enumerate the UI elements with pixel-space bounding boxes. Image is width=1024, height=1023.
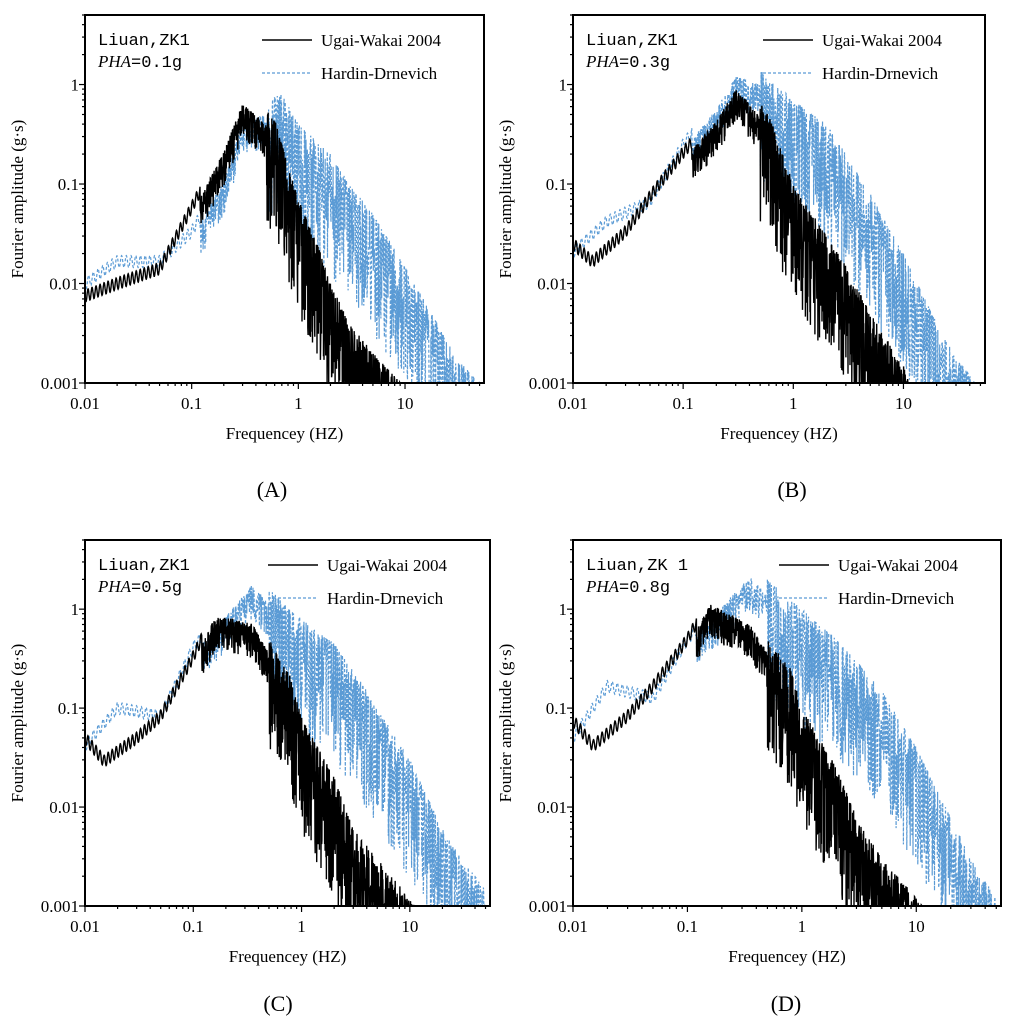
y-tick-label: 0.1 bbox=[58, 175, 79, 194]
series-line-hardin-drnevich bbox=[85, 94, 480, 383]
y-tick-label: 1 bbox=[559, 76, 568, 95]
x-tick-label: 1 bbox=[297, 917, 306, 936]
y-tick-label: 0.1 bbox=[546, 699, 567, 718]
series-line-hardin-drnevich bbox=[573, 578, 996, 906]
y-tick-label: 0.01 bbox=[49, 798, 79, 817]
x-tick-label: 1 bbox=[294, 394, 303, 413]
x-tick-label: 0.1 bbox=[181, 394, 202, 413]
series-line-hardin-drnevich bbox=[573, 71, 976, 383]
pha-annotation: PHA=0.8g bbox=[585, 577, 670, 598]
series-line-hardin-drnevich bbox=[85, 585, 486, 906]
y-tick-label: 0.01 bbox=[537, 798, 567, 817]
y-axis-title: Fourier amplitude (g·s) bbox=[8, 644, 27, 803]
x-tick-label: 10 bbox=[908, 917, 925, 936]
y-tick-label: 0.01 bbox=[537, 275, 567, 294]
x-axis-title: Frequencey (HZ) bbox=[720, 424, 838, 443]
y-tick-label: 0.1 bbox=[58, 699, 79, 718]
x-tick-label: 0.01 bbox=[558, 394, 588, 413]
series-line-ugai-wakai-2004 bbox=[85, 617, 422, 906]
site-annotation: Liuan,ZK 1 bbox=[586, 557, 688, 576]
x-tick-label: 1 bbox=[789, 394, 798, 413]
x-tick-label: 10 bbox=[397, 394, 414, 413]
x-tick-label: 10 bbox=[401, 917, 418, 936]
y-axis-title: Fourier amplitude (g·s) bbox=[496, 120, 515, 279]
series-line-ugai-wakai-2004 bbox=[573, 604, 933, 906]
legend-label: Hardin-Drnevich bbox=[321, 64, 438, 83]
legend-label: Hardin-Drnevich bbox=[838, 589, 955, 608]
series-line-ugai-wakai-2004 bbox=[85, 105, 421, 383]
site-annotation: Liuan,ZK1 bbox=[586, 32, 678, 51]
x-tick-label: 0.01 bbox=[70, 394, 100, 413]
x-axis-title: Frequencey (HZ) bbox=[229, 947, 347, 966]
y-tick-label: 0.001 bbox=[41, 374, 79, 393]
y-tick-label: 0.001 bbox=[41, 897, 79, 916]
x-tick-label: 1 bbox=[798, 917, 807, 936]
x-tick-label: 0.1 bbox=[673, 394, 694, 413]
legend-label: Ugai-Wakai 2004 bbox=[822, 31, 942, 50]
x-axis-title: Frequencey (HZ) bbox=[728, 947, 846, 966]
panel-label: (B) bbox=[777, 477, 806, 502]
site-annotation: Liuan,ZK1 bbox=[98, 32, 190, 51]
y-tick-label: 1 bbox=[71, 76, 80, 95]
legend-label: Ugai-Wakai 2004 bbox=[327, 556, 447, 575]
panel-label: (D) bbox=[771, 991, 802, 1016]
legend-label: Ugai-Wakai 2004 bbox=[838, 556, 958, 575]
series-line-ugai-wakai-2004 bbox=[573, 90, 913, 383]
y-tick-label: 0.001 bbox=[529, 897, 567, 916]
y-axis-title: Fourier amplitude (g·s) bbox=[496, 644, 515, 803]
site-annotation: Liuan,ZK1 bbox=[98, 557, 190, 576]
legend-label: Hardin-Drnevich bbox=[822, 64, 939, 83]
y-tick-label: 1 bbox=[71, 600, 80, 619]
y-axis-title: Fourier amplitude (g·s) bbox=[8, 120, 27, 279]
x-tick-label: 0.01 bbox=[558, 917, 588, 936]
panel-label: (A) bbox=[257, 477, 288, 502]
pha-annotation: PHA=0.5g bbox=[97, 577, 182, 598]
panel-label: (C) bbox=[263, 991, 292, 1016]
pha-annotation: PHA=0.1g bbox=[97, 52, 182, 73]
y-tick-label: 0.01 bbox=[49, 275, 79, 294]
x-tick-label: 10 bbox=[895, 394, 912, 413]
x-tick-label: 0.1 bbox=[183, 917, 204, 936]
legend-label: Ugai-Wakai 2004 bbox=[321, 31, 441, 50]
y-tick-label: 0.1 bbox=[546, 175, 567, 194]
y-tick-label: 0.001 bbox=[529, 374, 567, 393]
pha-annotation: PHA=0.3g bbox=[585, 52, 670, 73]
x-axis-title: Frequencey (HZ) bbox=[226, 424, 344, 443]
y-tick-label: 1 bbox=[559, 600, 568, 619]
x-tick-label: 0.1 bbox=[677, 917, 698, 936]
legend-label: Hardin-Drnevich bbox=[327, 589, 444, 608]
x-tick-label: 0.01 bbox=[70, 917, 100, 936]
